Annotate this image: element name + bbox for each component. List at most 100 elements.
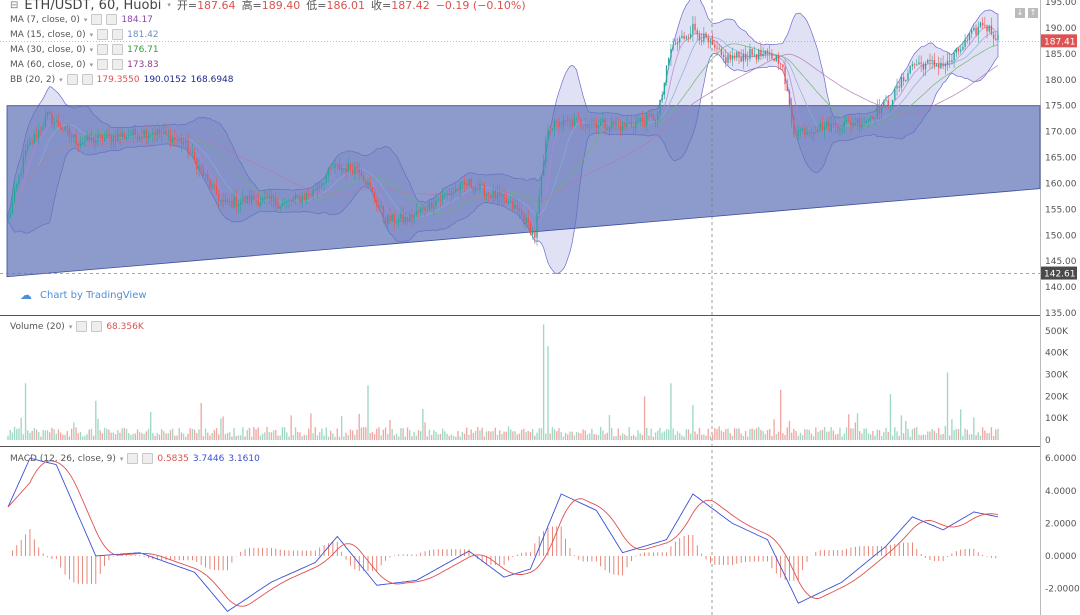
volume-bar[interactable] [685, 429, 687, 440]
candle-body[interactable] [582, 124, 584, 126]
legend-ma30[interactable]: MA (30, close, 0) ▾ 176.71 [10, 44, 159, 55]
candle-body[interactable] [580, 118, 582, 125]
volume-bar[interactable] [49, 432, 51, 440]
candle-body[interactable] [690, 33, 692, 38]
candle-body[interactable] [694, 23, 696, 31]
candle-body[interactable] [562, 120, 565, 127]
candle-body[interactable] [817, 129, 819, 133]
candle-body[interactable] [790, 105, 793, 123]
volume-bar[interactable] [764, 434, 766, 440]
volume-bar[interactable] [485, 431, 488, 440]
candle-body[interactable] [165, 131, 167, 135]
volume-bar[interactable] [439, 433, 442, 440]
volume-bar[interactable] [171, 428, 174, 440]
candle-body[interactable] [775, 55, 777, 61]
arrow-down-icon[interactable]: ↓ [1015, 8, 1025, 18]
volume-bar[interactable] [46, 430, 49, 440]
volume-bar[interactable] [446, 433, 448, 440]
candle-body[interactable] [255, 200, 257, 201]
volume-bar[interactable] [580, 433, 582, 440]
chevron-down-icon[interactable]: ▾ [89, 30, 94, 39]
close-icon[interactable] [106, 14, 118, 25]
candle-body[interactable] [749, 48, 751, 59]
candle-body[interactable] [415, 211, 417, 215]
volume-bar[interactable] [40, 436, 42, 440]
candle-body[interactable] [624, 122, 626, 127]
candle-body[interactable] [685, 36, 687, 39]
candle-body[interactable] [591, 122, 593, 124]
volume-bar[interactable] [9, 429, 11, 440]
volume-bar[interactable] [670, 383, 672, 440]
volume-bar[interactable] [222, 416, 224, 440]
candle-body[interactable] [848, 119, 850, 122]
candle-body[interactable] [747, 58, 749, 60]
volume-bar[interactable] [426, 436, 428, 440]
candle-body[interactable] [57, 120, 60, 127]
volume-bar[interactable] [130, 434, 132, 440]
candle-body[interactable] [272, 198, 275, 201]
volume-bar[interactable] [268, 432, 270, 440]
volume-bar[interactable] [279, 435, 281, 440]
candle-body[interactable] [384, 217, 387, 225]
volume-bar[interactable] [865, 428, 867, 440]
candle-body[interactable] [463, 181, 466, 185]
candle-body[interactable] [439, 199, 442, 201]
volume-bar[interactable] [501, 434, 503, 440]
volume-bar[interactable] [163, 431, 165, 440]
candle-body[interactable] [951, 60, 953, 62]
candle-body[interactable] [53, 121, 55, 125]
volume-bar[interactable] [722, 432, 725, 440]
candle-body[interactable] [426, 210, 428, 212]
candle-body[interactable] [119, 134, 121, 138]
candle-body[interactable] [942, 63, 944, 67]
volume-bar[interactable] [70, 428, 73, 440]
candle-body[interactable] [878, 106, 881, 114]
volume-bar[interactable] [220, 418, 222, 440]
candle-body[interactable] [29, 142, 31, 145]
volume-bar[interactable] [143, 434, 145, 440]
volume-bar[interactable] [922, 434, 925, 440]
candle-body[interactable] [86, 135, 88, 141]
candle-body[interactable] [957, 48, 960, 52]
candle-body[interactable] [771, 53, 773, 59]
candle-body[interactable] [103, 137, 106, 141]
volume-bar[interactable] [995, 429, 997, 440]
candle-body[interactable] [780, 63, 782, 65]
volume-bar[interactable] [740, 433, 742, 440]
volume-bar[interactable] [402, 428, 404, 440]
candle-body[interactable] [714, 44, 716, 48]
volume-bar[interactable] [13, 426, 16, 440]
volume-bar[interactable] [773, 419, 775, 440]
volume-bar[interactable] [742, 436, 745, 440]
volume-bar[interactable] [970, 433, 973, 440]
candle-body[interactable] [143, 130, 145, 138]
candle-body[interactable] [33, 134, 36, 144]
chevron-down-icon[interactable]: ▾ [83, 15, 88, 24]
volume-bar[interactable] [283, 427, 286, 440]
volume-bar[interactable] [887, 431, 889, 440]
candle-body[interactable] [171, 137, 174, 143]
candle-body[interactable] [411, 214, 413, 220]
volume-bar[interactable] [18, 428, 20, 440]
candle-body[interactable] [233, 197, 235, 208]
volume-bar[interactable] [448, 435, 450, 440]
volume-bar[interactable] [520, 429, 523, 440]
volume-bar[interactable] [391, 428, 393, 440]
volume-bar[interactable] [905, 420, 907, 440]
visibility-icon[interactable] [127, 453, 139, 464]
candle-body[interactable] [626, 123, 628, 127]
volume-bar[interactable] [788, 420, 791, 440]
volume-bar[interactable] [213, 430, 216, 440]
candle-body[interactable] [446, 193, 448, 195]
candle-body[interactable] [220, 200, 222, 202]
volume-bar[interactable] [235, 435, 237, 440]
candle-body[interactable] [240, 201, 242, 205]
volume-bar[interactable] [771, 435, 773, 440]
volume-bar[interactable] [81, 436, 84, 440]
candle-body[interactable] [92, 137, 95, 143]
volume-bar[interactable] [729, 433, 731, 440]
volume-bar[interactable] [430, 435, 433, 440]
candle-body[interactable] [707, 37, 709, 43]
candle-body[interactable] [589, 123, 591, 125]
volume-bar[interactable] [918, 434, 920, 440]
